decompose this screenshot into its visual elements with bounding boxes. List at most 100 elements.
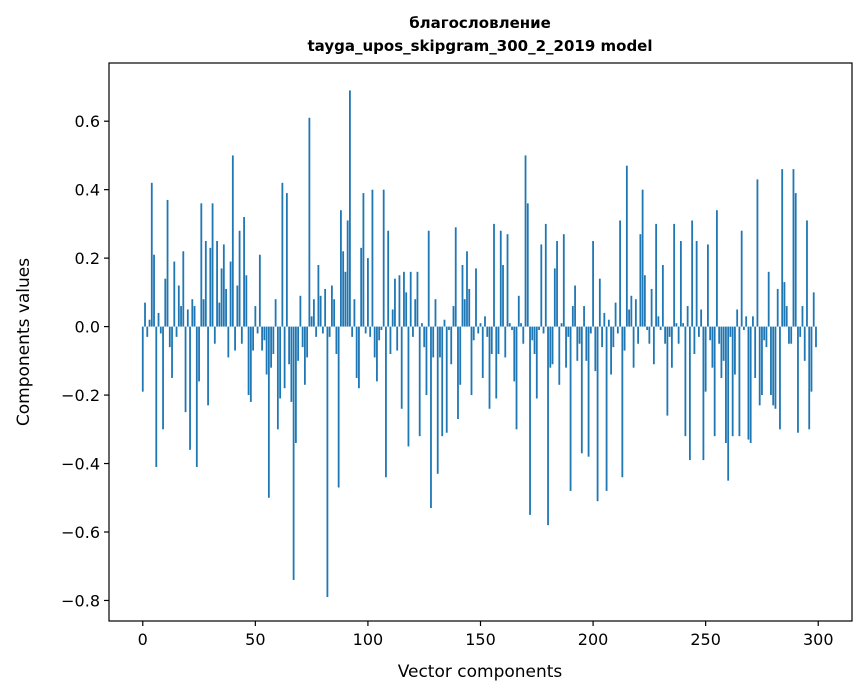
bar-115 bbox=[400, 326, 403, 409]
bar-293 bbox=[801, 306, 804, 327]
bar-162 bbox=[506, 234, 509, 327]
bar-193 bbox=[576, 326, 579, 361]
bar-169 bbox=[522, 326, 525, 344]
bar-119 bbox=[409, 271, 412, 327]
bar-209 bbox=[612, 326, 615, 348]
bar-77 bbox=[315, 326, 318, 337]
y-tick-label: 0.0 bbox=[75, 318, 100, 337]
bar-82 bbox=[326, 326, 329, 598]
bar-147 bbox=[472, 326, 475, 341]
bar-269 bbox=[747, 326, 750, 440]
bar-37 bbox=[225, 288, 227, 327]
bar-248 bbox=[700, 309, 703, 327]
bar-251 bbox=[707, 244, 709, 327]
bar-6 bbox=[155, 326, 158, 467]
bar-278 bbox=[767, 271, 770, 327]
bar-150 bbox=[479, 323, 482, 327]
bar-198 bbox=[587, 326, 590, 457]
bar-141 bbox=[459, 326, 462, 385]
bar-154 bbox=[488, 326, 491, 409]
bar-90 bbox=[344, 271, 347, 327]
bar-9 bbox=[162, 326, 164, 430]
bar-84 bbox=[331, 285, 333, 327]
bar-236 bbox=[673, 223, 676, 327]
bar-19 bbox=[184, 326, 187, 413]
bar-121 bbox=[414, 299, 417, 327]
bar-291 bbox=[797, 326, 799, 433]
bar-63 bbox=[283, 326, 286, 389]
bar-91 bbox=[346, 220, 349, 327]
bar-25 bbox=[198, 326, 200, 382]
bar-227 bbox=[652, 326, 655, 365]
bar-42 bbox=[236, 285, 239, 327]
bar-288 bbox=[790, 326, 793, 344]
bar-256 bbox=[718, 326, 721, 344]
bar-34 bbox=[218, 302, 221, 327]
y-axis-label: Components values bbox=[14, 258, 34, 426]
bar-152 bbox=[484, 316, 486, 327]
bar-35 bbox=[220, 268, 223, 327]
bar-228 bbox=[655, 223, 658, 327]
bar-142 bbox=[461, 264, 464, 327]
bar-286 bbox=[785, 306, 788, 327]
x-tick-label: 250 bbox=[690, 630, 721, 649]
bar-118 bbox=[407, 326, 410, 447]
bar-273 bbox=[756, 179, 759, 327]
bar-245 bbox=[693, 326, 696, 354]
bar-283 bbox=[779, 326, 781, 430]
bar-129 bbox=[432, 326, 435, 358]
bar-277 bbox=[765, 326, 768, 348]
bar-201 bbox=[594, 326, 597, 372]
bar-235 bbox=[670, 326, 673, 368]
bar-100 bbox=[367, 258, 369, 327]
bar-136 bbox=[448, 326, 450, 331]
bar-171 bbox=[526, 203, 529, 327]
bar-155 bbox=[490, 326, 493, 354]
bar-212 bbox=[619, 220, 621, 327]
bar-148 bbox=[475, 268, 477, 327]
bar-281 bbox=[774, 326, 777, 409]
bar-99 bbox=[364, 326, 367, 334]
bar-149 bbox=[477, 326, 480, 334]
bar-159 bbox=[499, 230, 502, 327]
bar-213 bbox=[621, 326, 624, 478]
bar-219 bbox=[634, 299, 637, 327]
bar-222 bbox=[641, 189, 644, 327]
bar-89 bbox=[342, 251, 345, 327]
bar-156 bbox=[493, 223, 495, 327]
bar-107 bbox=[382, 189, 385, 327]
bar-81 bbox=[324, 288, 327, 327]
bar-0 bbox=[141, 326, 144, 392]
bar-83 bbox=[328, 326, 331, 337]
bar-211 bbox=[616, 326, 619, 334]
bar-41 bbox=[234, 326, 236, 351]
bar-182 bbox=[551, 326, 554, 365]
bar-242 bbox=[686, 306, 689, 327]
bar-268 bbox=[745, 316, 748, 327]
bar-151 bbox=[481, 326, 484, 378]
bar-54 bbox=[263, 326, 266, 341]
bar-270 bbox=[749, 326, 752, 443]
bar-243 bbox=[688, 326, 691, 461]
bar-287 bbox=[788, 326, 790, 344]
bar-44 bbox=[240, 326, 243, 344]
bar-117 bbox=[405, 292, 408, 327]
bar-93 bbox=[351, 326, 354, 337]
bar-196 bbox=[583, 306, 585, 327]
bar-33 bbox=[216, 241, 218, 327]
y-tick-label: −0.2 bbox=[61, 386, 100, 405]
bar-153 bbox=[486, 326, 489, 337]
bar-39 bbox=[229, 261, 232, 327]
bar-296 bbox=[808, 326, 811, 430]
y-tick-label: 0.2 bbox=[75, 249, 100, 268]
bar-170 bbox=[524, 155, 527, 327]
bar-289 bbox=[792, 169, 795, 327]
bar-15 bbox=[175, 326, 178, 337]
bar-189 bbox=[567, 326, 570, 337]
bar-266 bbox=[740, 230, 743, 327]
bar-40 bbox=[231, 155, 234, 327]
bar-280 bbox=[772, 326, 775, 406]
bar-180 bbox=[547, 326, 549, 526]
bar-208 bbox=[610, 326, 612, 375]
bar-18 bbox=[182, 251, 185, 327]
